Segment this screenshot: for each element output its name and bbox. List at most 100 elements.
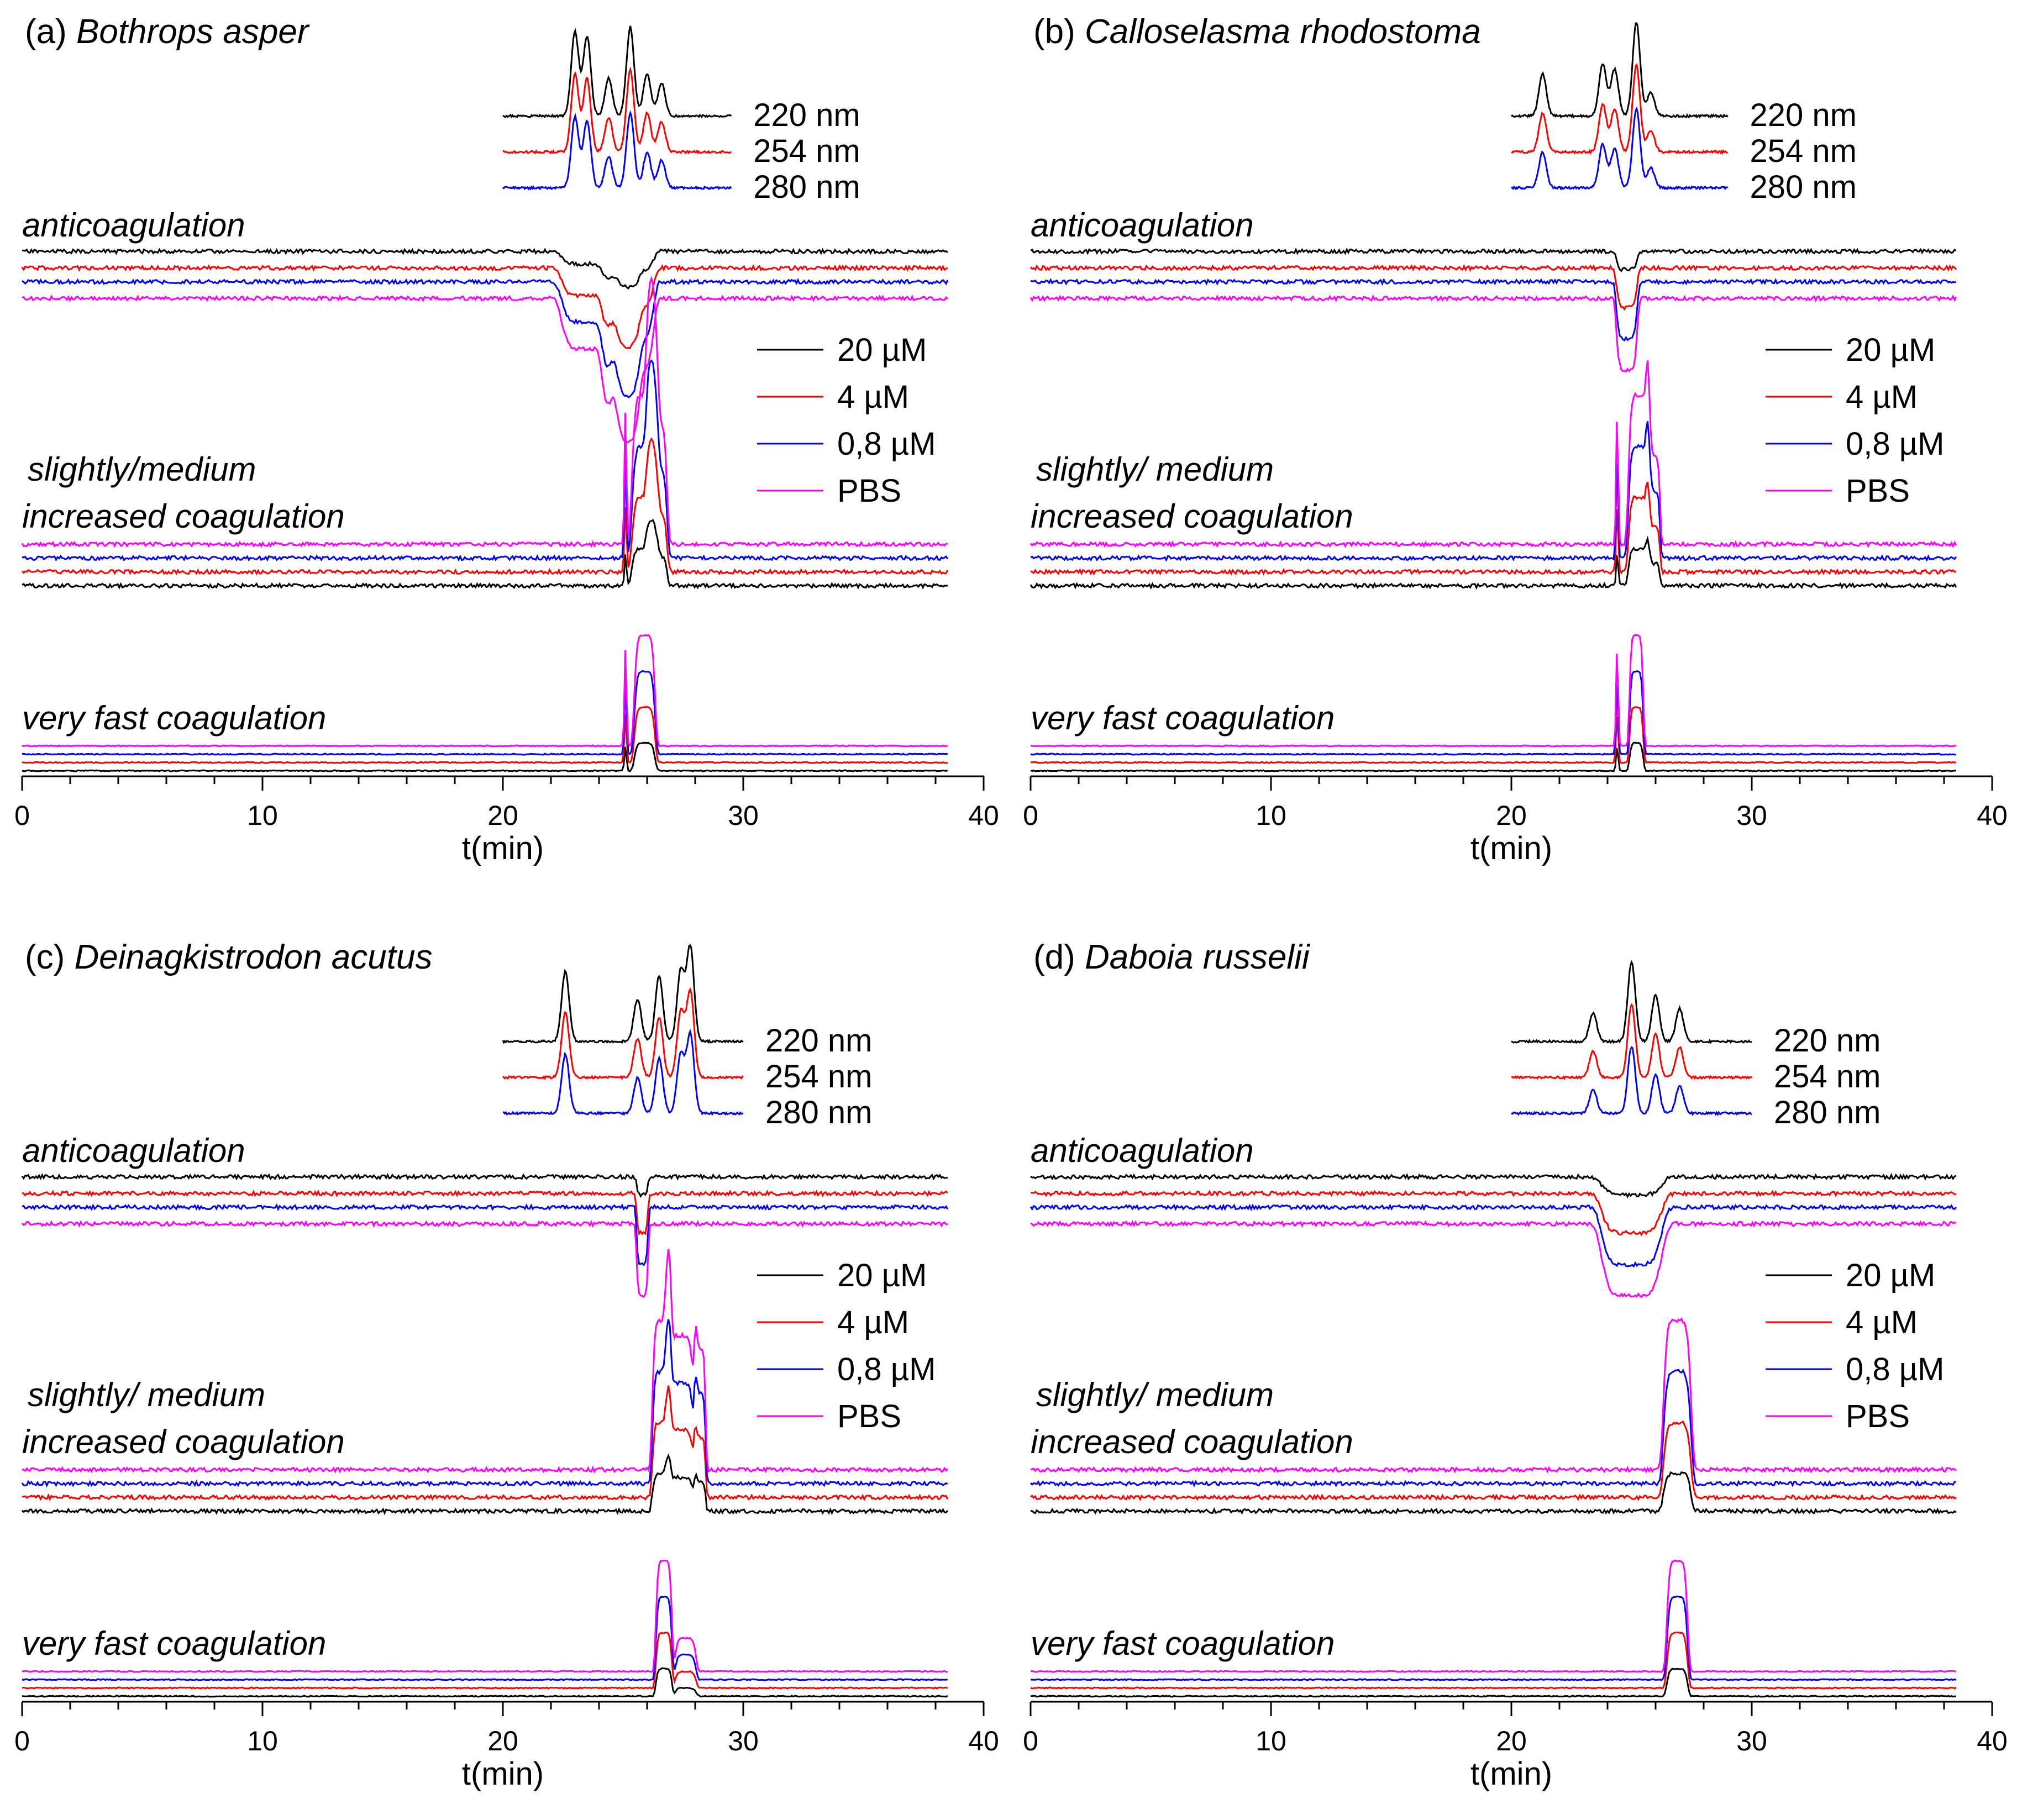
x-tick-label: 0 [1023, 800, 1038, 831]
section-label-anticoagulation: anticoagulation [22, 1132, 245, 1169]
uv-label: 220 nm [753, 97, 860, 133]
legend-label: 20 µM [837, 1258, 927, 1293]
trace-veryfast-4uM [22, 1632, 948, 1690]
panel-id: (d) [1033, 938, 1085, 976]
legend-label: 0,8 µM [1846, 426, 1944, 462]
legend-label: PBS [837, 1398, 901, 1434]
uv-label: 254 nm [765, 1059, 872, 1095]
species-name: Deinagkistrodon acutus [75, 938, 433, 976]
legend-label: 4 µM [1846, 1304, 1918, 1340]
uv-label: 254 nm [1750, 133, 1857, 169]
section-label-increased-line2: increased coagulation [1031, 498, 1353, 535]
section-anticoagulation [1029, 1172, 1957, 1298]
legend-label: 4 µM [1846, 379, 1918, 415]
panel-id: (c) [25, 938, 75, 976]
section-label-anticoagulation: anticoagulation [22, 207, 245, 244]
section-veryfast [22, 634, 948, 772]
legend: 20 µM 4 µM 0,8 µM PBS [1766, 332, 1944, 509]
trace-anticoagulation-20uM [22, 248, 948, 290]
trace-veryfast-0-8uM [22, 670, 948, 756]
legend-label: PBS [1846, 473, 1910, 509]
section-veryfast [1030, 634, 1957, 772]
x-axis: 0 10 20 30 40 t(min) [14, 1701, 999, 1792]
uv-label: 220 nm [1750, 97, 1857, 133]
uv-trace-280nm [502, 1028, 744, 1116]
legend-label: PBS [1846, 1398, 1910, 1434]
x-tick-label: 10 [247, 1726, 278, 1756]
trace-veryfast-4uM [1030, 1631, 1957, 1690]
trace-increased-4uM [1030, 1420, 1957, 1502]
uv-trace-254nm [502, 987, 744, 1081]
x-axis-title: t(min) [462, 1756, 544, 1792]
trace-increased-0-8uM [21, 1319, 948, 1488]
trace-anticoagulation-4uM [22, 1189, 948, 1236]
species-name: Bothrops asper [76, 13, 310, 51]
trace-veryfast-0-8uM [22, 1596, 948, 1681]
x-tick-label: 10 [247, 800, 278, 831]
uv-trace-254nm [502, 66, 732, 155]
section-increased [21, 1249, 949, 1516]
legend-label: 20 µM [1846, 1258, 1935, 1293]
uv-trace-220nm [1511, 960, 1752, 1044]
x-axis-title: t(min) [1470, 1756, 1552, 1792]
section-increased [1029, 360, 1957, 590]
x-axis-title: t(min) [462, 830, 544, 866]
legend-label: 0,8 µM [1846, 1351, 1944, 1387]
trace-increased-0-8uM [1030, 421, 1957, 562]
trace-anticoagulation-4uM [1029, 264, 1957, 311]
trace-increased-0-8uM [1029, 1368, 1956, 1488]
section-label-anticoagulation: anticoagulation [1031, 207, 1254, 244]
uv-label: 254 nm [1774, 1059, 1881, 1095]
trace-increased-20uM [1030, 1471, 1957, 1515]
species-name: Daboia russelii [1085, 938, 1311, 976]
trace-veryfast-PBS [1030, 634, 1957, 748]
x-tick-label: 30 [1736, 1726, 1767, 1756]
panel-title: (a) Bothrops asper [25, 13, 310, 51]
section-label-veryfast: very fast coagulation [1031, 1625, 1335, 1662]
legend-label: 4 µM [837, 1304, 909, 1340]
trace-anticoagulation-PBS [21, 1219, 948, 1298]
trace-veryfast-20uM [1030, 741, 1957, 772]
trace-veryfast-PBS [22, 1559, 948, 1673]
trace-increased-0-8uM [22, 359, 949, 562]
section-increased [1029, 1317, 1957, 1515]
x-tick-label: 0 [14, 1726, 30, 1756]
species-name: Calloselasma rhodostoma [1085, 13, 1481, 51]
legend-label: 20 µM [1846, 332, 1935, 368]
trace-anticoagulation-4uM [1030, 1190, 1957, 1237]
section-anticoagulation [1029, 247, 1957, 373]
uv-trace-220nm [502, 25, 732, 119]
trace-increased-20uM [22, 519, 948, 590]
section-increased [21, 275, 949, 590]
trace-anticoagulation-PBS [1029, 294, 1957, 373]
uv-trace-254nm [1511, 63, 1728, 155]
trace-anticoagulation-PBS [1030, 1220, 1957, 1298]
trace-veryfast-20uM [22, 1667, 948, 1698]
legend-label: 0,8 µM [837, 426, 936, 462]
x-tick-label: 20 [487, 800, 518, 831]
trace-anticoagulation-20uM [1030, 247, 1957, 272]
panel-id: (b) [1033, 13, 1085, 51]
x-tick-label: 0 [1023, 1726, 1038, 1756]
uv-trace-220nm [502, 944, 744, 1044]
section-anticoagulation [21, 248, 949, 443]
x-tick-label: 40 [1977, 800, 2008, 831]
trace-veryfast-4uM [1030, 706, 1957, 764]
uv-trace-280nm [1511, 1046, 1752, 1116]
uv-label: 280 nm [1750, 169, 1857, 205]
section-label-increased-line2: increased coagulation [22, 1423, 345, 1460]
section-label-anticoagulation: anticoagulation [1031, 1132, 1254, 1169]
trace-anticoagulation-0-8uM [22, 277, 949, 398]
x-tick-label: 0 [14, 800, 30, 831]
trace-veryfast-PBS [1030, 1559, 1956, 1673]
trace-veryfast-0-8uM [1030, 1595, 1957, 1681]
section-label-increased-line1: slightly/medium [28, 451, 256, 488]
uv-label: 220 nm [1774, 1023, 1881, 1059]
x-axis: 0 10 20 30 40 t(min) [1023, 775, 2008, 866]
x-tick-label: 20 [1496, 1726, 1527, 1756]
section-veryfast [1030, 1559, 1957, 1698]
x-axis-title: t(min) [1470, 830, 1552, 866]
section-label-increased-line1: slightly/ medium [1036, 451, 1274, 488]
